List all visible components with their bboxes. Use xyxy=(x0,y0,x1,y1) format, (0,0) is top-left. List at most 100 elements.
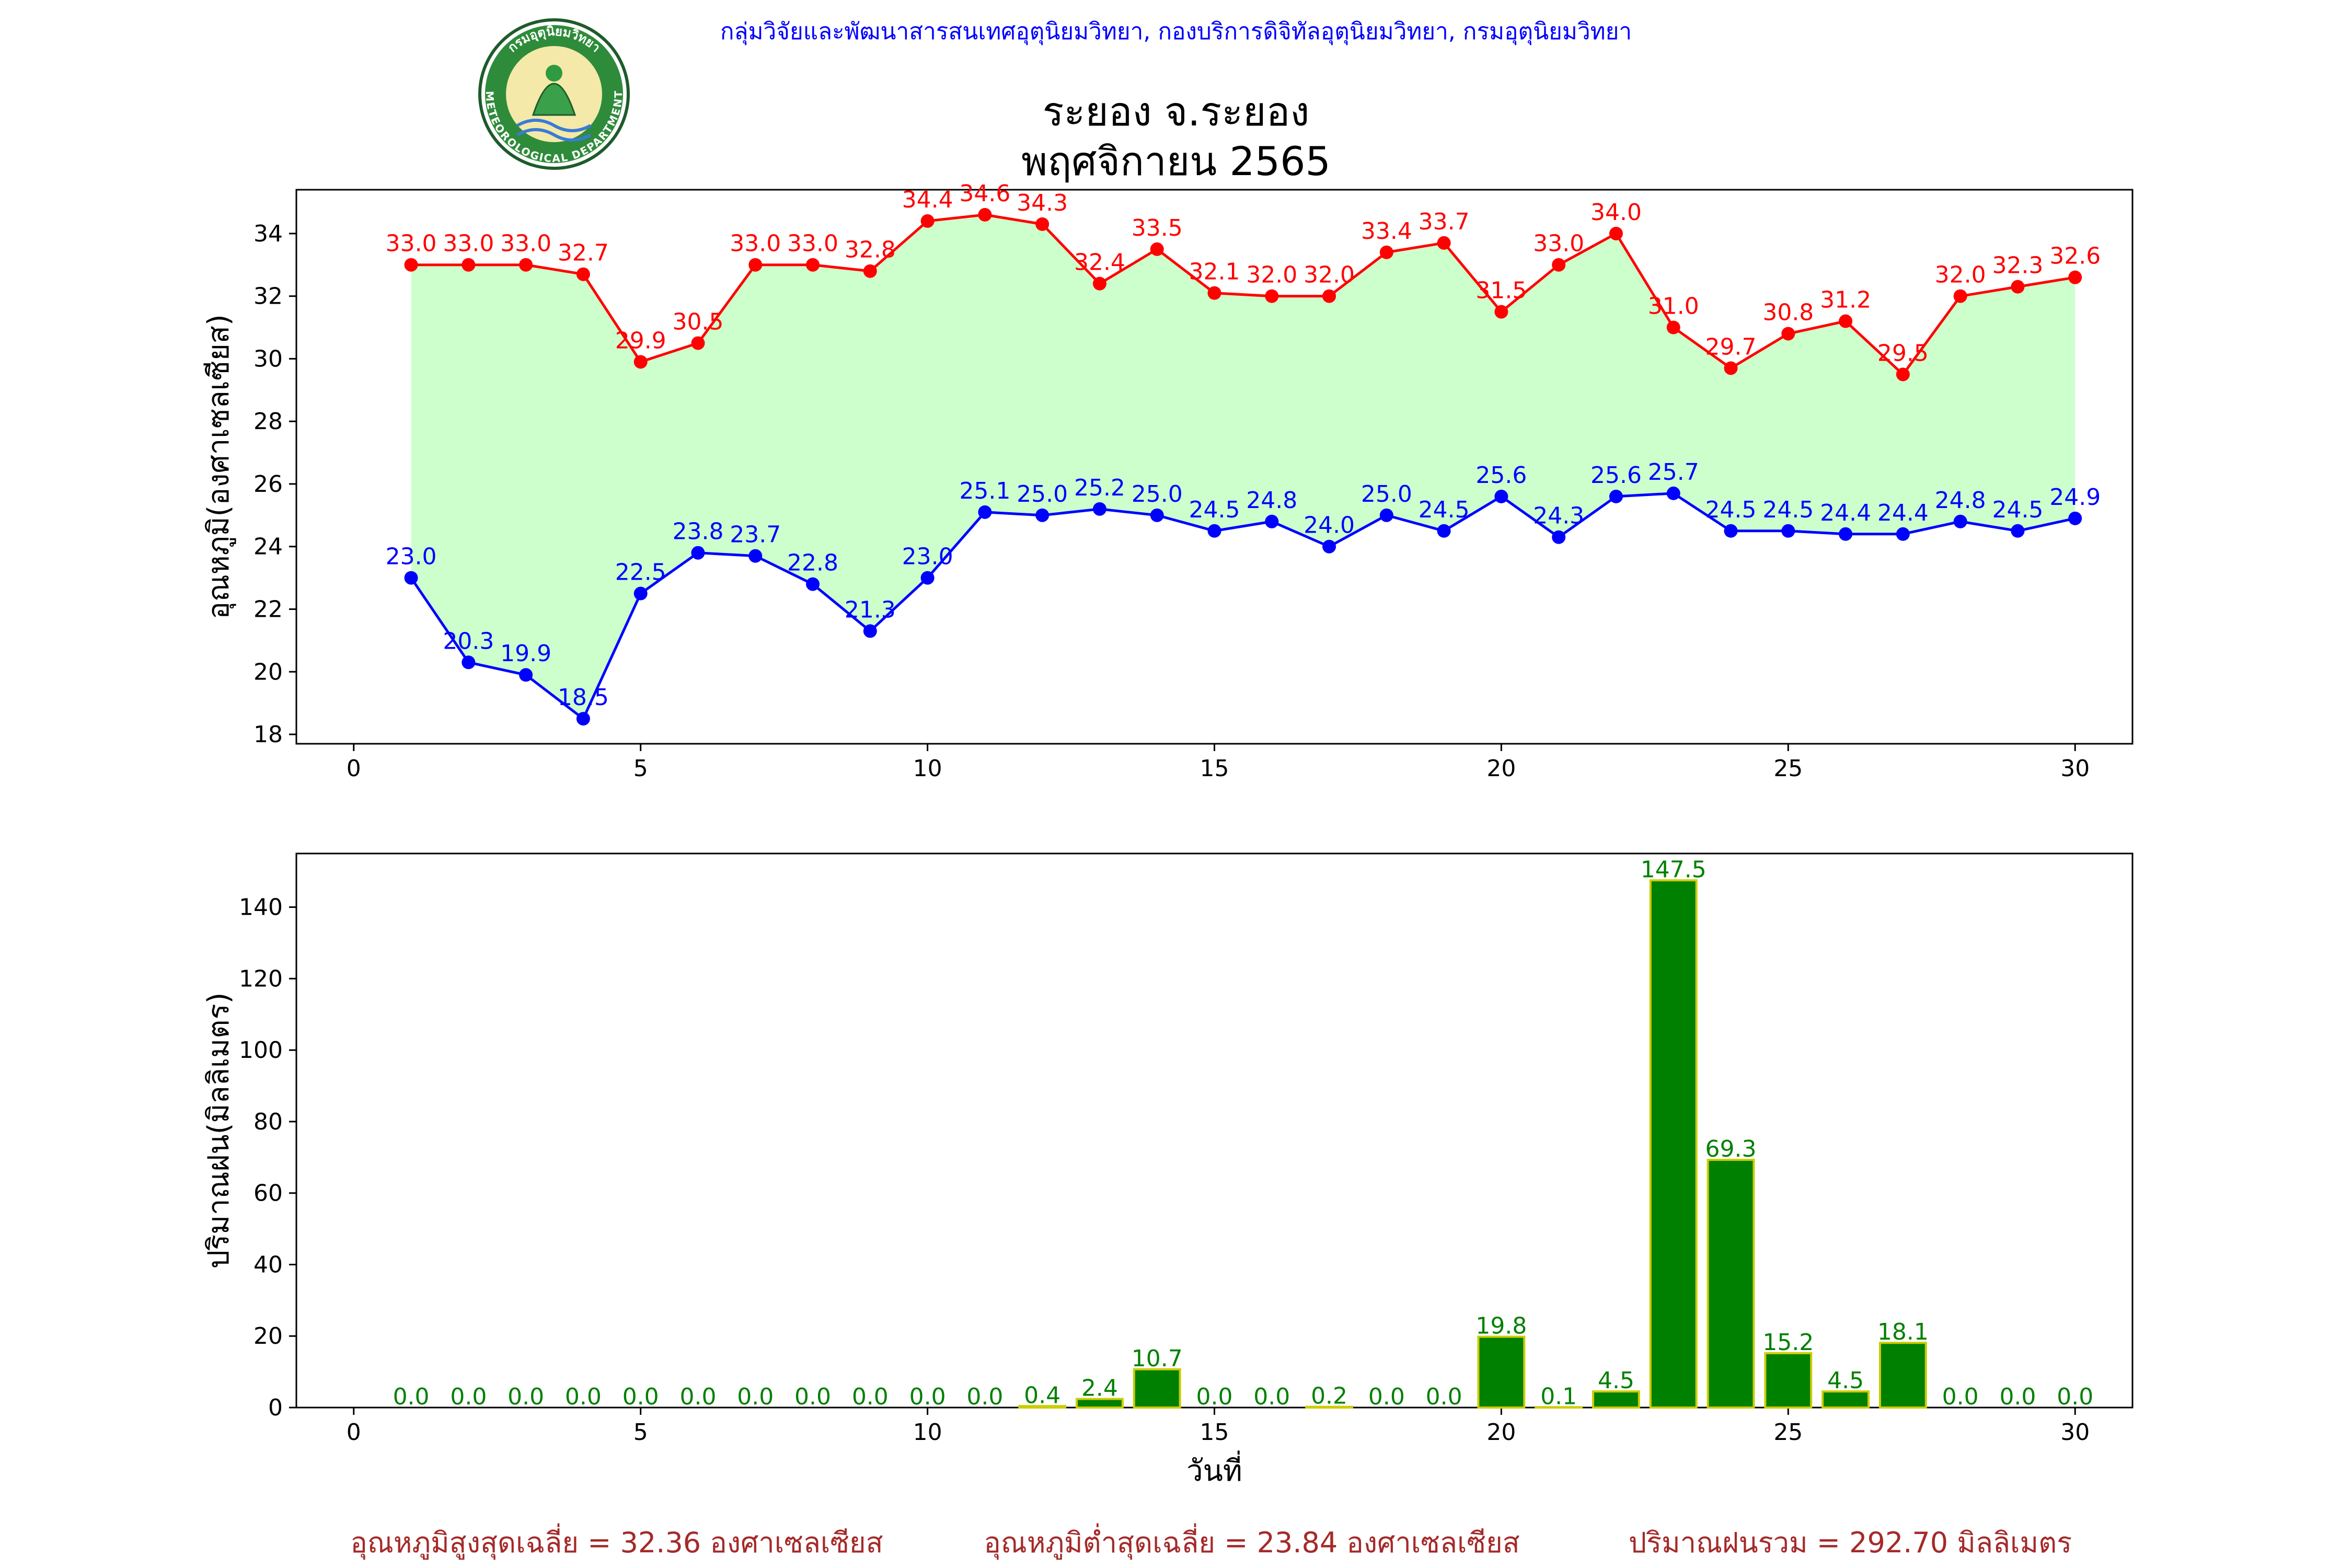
min-temperature-label: 24.0 xyxy=(1304,512,1355,539)
min-temperature-point xyxy=(1092,502,1106,516)
min-temperature-point xyxy=(1035,508,1050,522)
y-tick-label: 20 xyxy=(253,659,283,685)
min-temperature-label: 23.0 xyxy=(902,544,953,570)
min-temperature-label: 19.9 xyxy=(500,640,551,667)
min-temperature-point xyxy=(1724,524,1738,538)
max-temperature-point xyxy=(519,258,533,272)
max-temperature-label: 32.0 xyxy=(1935,262,1986,289)
min-temperature-label: 24.5 xyxy=(1992,497,2043,523)
min-temperature-label: 25.0 xyxy=(1132,481,1183,508)
min-temperature-point xyxy=(978,505,992,519)
max-temperature-label: 33.0 xyxy=(443,230,494,257)
summary-avg-max: อุณหภูมิสูงสุดเฉลี่ย = 32.36 องศาเซลเซีย… xyxy=(350,1523,883,1560)
min-temperature-label: 24.5 xyxy=(1419,497,1470,523)
min-temperature-point xyxy=(1609,489,1623,503)
min-temperature-point xyxy=(404,571,418,585)
min-temperature-point xyxy=(806,577,820,591)
y-tick-label: 120 xyxy=(239,965,283,992)
min-temperature-point xyxy=(1666,486,1680,500)
rainfall-bar xyxy=(1018,1405,1067,1409)
max-temperature-point xyxy=(1494,305,1508,319)
y-tick-label: 80 xyxy=(253,1109,283,1135)
rainfall-value-label: 0.0 xyxy=(565,1383,602,1410)
min-temperature-label: 24.8 xyxy=(1246,487,1297,514)
min-temperature-point xyxy=(519,668,533,682)
x-tick-label: 25 xyxy=(1773,1419,1803,1446)
rainfall-value-label: 19.8 xyxy=(1475,1313,1527,1340)
rainfall-value-label: 0.0 xyxy=(1942,1383,1979,1410)
y-tick-label: 24 xyxy=(253,534,283,560)
y-tick-label: 140 xyxy=(239,894,283,921)
max-temperature-label: 33.0 xyxy=(500,230,551,257)
min-temperature-label: 25.2 xyxy=(1074,475,1125,501)
chart-title-line1: ระยอง จ.ระยอง xyxy=(1043,88,1310,135)
max-temperature-point xyxy=(863,264,877,278)
max-temperature-label: 31.0 xyxy=(1648,293,1699,320)
max-temperature-label: 33.4 xyxy=(1361,218,1412,245)
max-temperature-point xyxy=(1265,289,1279,303)
rainfall-value-label: 2.4 xyxy=(1081,1375,1118,1402)
min-temperature-label: 21.3 xyxy=(845,596,896,623)
max-temperature-point xyxy=(633,355,648,369)
max-temperature-point xyxy=(2068,270,2082,284)
max-temperature-point xyxy=(1781,327,1795,341)
min-temperature-point xyxy=(1896,527,1910,541)
rainfall-value-label: 10.7 xyxy=(1132,1345,1183,1372)
max-temperature-label: 32.4 xyxy=(1074,249,1125,276)
min-temperature-point xyxy=(2011,524,2025,538)
y-tick-label: 26 xyxy=(253,471,283,498)
x-tick-label: 5 xyxy=(633,1419,648,1446)
x-tick-label: 25 xyxy=(1773,755,1803,782)
max-temperature-label: 34.3 xyxy=(1017,190,1068,216)
chart-title-line2: พฤศจิกายน 2565 xyxy=(1021,138,1331,185)
y-axis-label: ปริมาณฝน(มิลลิเมตร) xyxy=(202,993,236,1269)
y-tick-label: 34 xyxy=(253,221,283,247)
rainfall-value-label: 0.0 xyxy=(508,1383,544,1410)
rainfall-value-label: 0.0 xyxy=(2057,1383,2093,1410)
min-temperature-point xyxy=(1322,539,1336,554)
summary-avg-min: อุณหภูมิต่ำสุดเฉลี่ย = 23.84 องศาเซลเซีย… xyxy=(984,1523,1519,1560)
rainfall-value-label: 147.5 xyxy=(1641,856,1707,883)
min-temperature-label: 24.9 xyxy=(2049,484,2101,511)
rainfall-value-label: 0.0 xyxy=(909,1383,946,1410)
max-temperature-label: 29.7 xyxy=(1705,333,1757,360)
max-temperature-point xyxy=(1207,286,1221,300)
y-tick-label: 32 xyxy=(253,283,283,310)
min-temperature-point xyxy=(863,624,877,638)
max-temperature-point xyxy=(1150,242,1164,256)
rainfall-value-label: 0.0 xyxy=(622,1383,659,1410)
y-tick-label: 100 xyxy=(239,1037,283,1064)
max-temperature-label: 32.0 xyxy=(1304,262,1355,289)
y-tick-label: 30 xyxy=(253,345,283,372)
rainfall-bar xyxy=(1535,1406,1583,1409)
min-temperature-label: 24.4 xyxy=(1877,500,1929,526)
min-temperature-point xyxy=(633,586,648,601)
max-temperature-point xyxy=(1953,289,1967,303)
rainfall-bar xyxy=(1133,1368,1181,1409)
y-tick-label: 60 xyxy=(253,1180,283,1207)
min-temperature-label: 24.4 xyxy=(1820,500,1871,526)
max-temperature-label: 33.0 xyxy=(730,230,781,257)
max-temperature-point xyxy=(1552,258,1566,272)
max-temperature-label: 34.4 xyxy=(902,187,953,213)
max-temperature-label: 33.0 xyxy=(1533,230,1584,257)
max-temperature-label: 29.9 xyxy=(615,327,666,354)
max-temperature-label: 33.0 xyxy=(386,230,437,257)
max-temperature-label: 33.0 xyxy=(787,230,838,257)
min-temperature-label: 24.5 xyxy=(1705,497,1757,523)
min-temperature-point xyxy=(1839,527,1853,541)
max-temperature-label: 31.5 xyxy=(1475,278,1527,304)
max-temperature-point xyxy=(404,258,418,272)
min-temperature-point xyxy=(1265,514,1279,528)
min-temperature-point xyxy=(691,546,705,560)
min-temperature-label: 25.0 xyxy=(1361,481,1412,508)
y-tick-label: 22 xyxy=(253,596,283,622)
max-temperature-point xyxy=(978,207,992,222)
rainfall-bar xyxy=(1821,1390,1870,1409)
min-temperature-label: 23.7 xyxy=(730,522,781,548)
x-tick-label: 10 xyxy=(913,755,942,782)
max-temperature-label: 32.0 xyxy=(1246,262,1297,289)
min-temperature-label: 25.0 xyxy=(1017,481,1068,508)
min-temperature-point xyxy=(1781,524,1795,538)
x-tick-label: 5 xyxy=(633,755,648,782)
